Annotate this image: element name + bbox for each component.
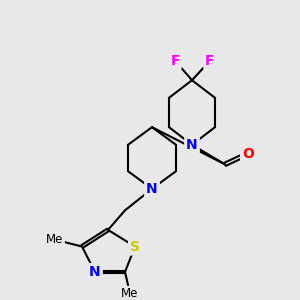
Text: O: O — [242, 147, 254, 160]
Text: F: F — [170, 54, 180, 68]
Text: N: N — [89, 265, 101, 279]
Text: N: N — [146, 182, 158, 196]
Text: F: F — [205, 54, 215, 68]
Text: Me: Me — [121, 287, 139, 300]
Text: Me: Me — [46, 233, 64, 246]
Text: S: S — [130, 239, 140, 254]
Text: N: N — [186, 138, 198, 152]
